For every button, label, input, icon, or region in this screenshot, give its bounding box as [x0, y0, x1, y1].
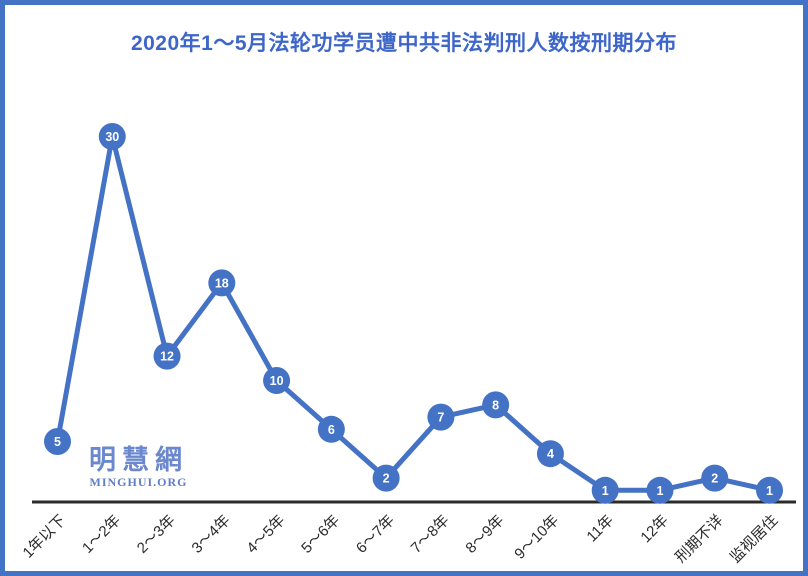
x-axis-label: 12年	[637, 512, 671, 546]
minghui-watermark: 明慧網 MINGHUI.ORG	[89, 446, 188, 489]
x-axis-label: 11年	[583, 512, 617, 546]
x-axis-label: 刑期不详	[672, 512, 726, 566]
x-axis-label: 3～4年	[189, 512, 234, 557]
line-chart: 51年以下301～2年122～3年183～4年104～5年65～6年26～7年7…	[20, 123, 796, 566]
x-axis-label: 9～10年	[511, 512, 562, 563]
data-point	[263, 367, 291, 394]
data-point-label: 1	[766, 484, 773, 498]
x-axis-label: 6～7年	[353, 512, 398, 557]
data-point	[372, 464, 400, 492]
x-axis-label: 7～8年	[408, 512, 453, 557]
data-point-label: 12	[160, 350, 174, 364]
x-axis-label: 监视居住	[727, 512, 781, 566]
x-axis-label: 8～9年	[462, 512, 507, 557]
data-point	[482, 391, 510, 419]
data-point-label: 2	[383, 472, 390, 486]
data-point-label: 18	[215, 276, 229, 290]
data-point	[646, 476, 674, 504]
data-point	[98, 123, 126, 150]
data-point-label: 1	[602, 484, 609, 498]
x-axis-label: 1～2年	[79, 512, 124, 557]
data-point	[591, 476, 619, 504]
data-point	[701, 464, 729, 492]
series-line	[55, 134, 773, 493]
chart-title: 2020年1～5月法轮功学员遭中共非法判刑人数按刑期分布	[130, 32, 678, 55]
x-axis-label: 2～3年	[134, 512, 179, 557]
data-point	[208, 269, 236, 297]
data-point-label: 1	[656, 484, 663, 498]
data-point-label: 5	[54, 435, 61, 449]
data-point	[153, 342, 181, 370]
data-point-label: 10	[270, 374, 284, 388]
data-point-label: 2	[711, 472, 718, 486]
data-point-label: 7	[437, 411, 444, 425]
watermark-chinese-logo: 明慧網	[89, 445, 188, 476]
x-axis-label: 5～6年	[298, 512, 343, 557]
watermark-english-url: MINGHUI.ORG	[89, 474, 188, 489]
data-point	[756, 476, 784, 504]
data-point	[536, 440, 564, 468]
data-point	[317, 415, 345, 443]
data-point-label: 6	[328, 423, 335, 437]
x-axis-label: 1年以下	[20, 512, 70, 562]
data-point-label: 8	[492, 398, 499, 412]
data-point-label: 30	[105, 130, 119, 144]
x-axis-label: 4～5年	[243, 512, 288, 557]
data-point	[427, 403, 455, 431]
data-point-label: 4	[547, 447, 554, 461]
data-point	[44, 428, 71, 455]
